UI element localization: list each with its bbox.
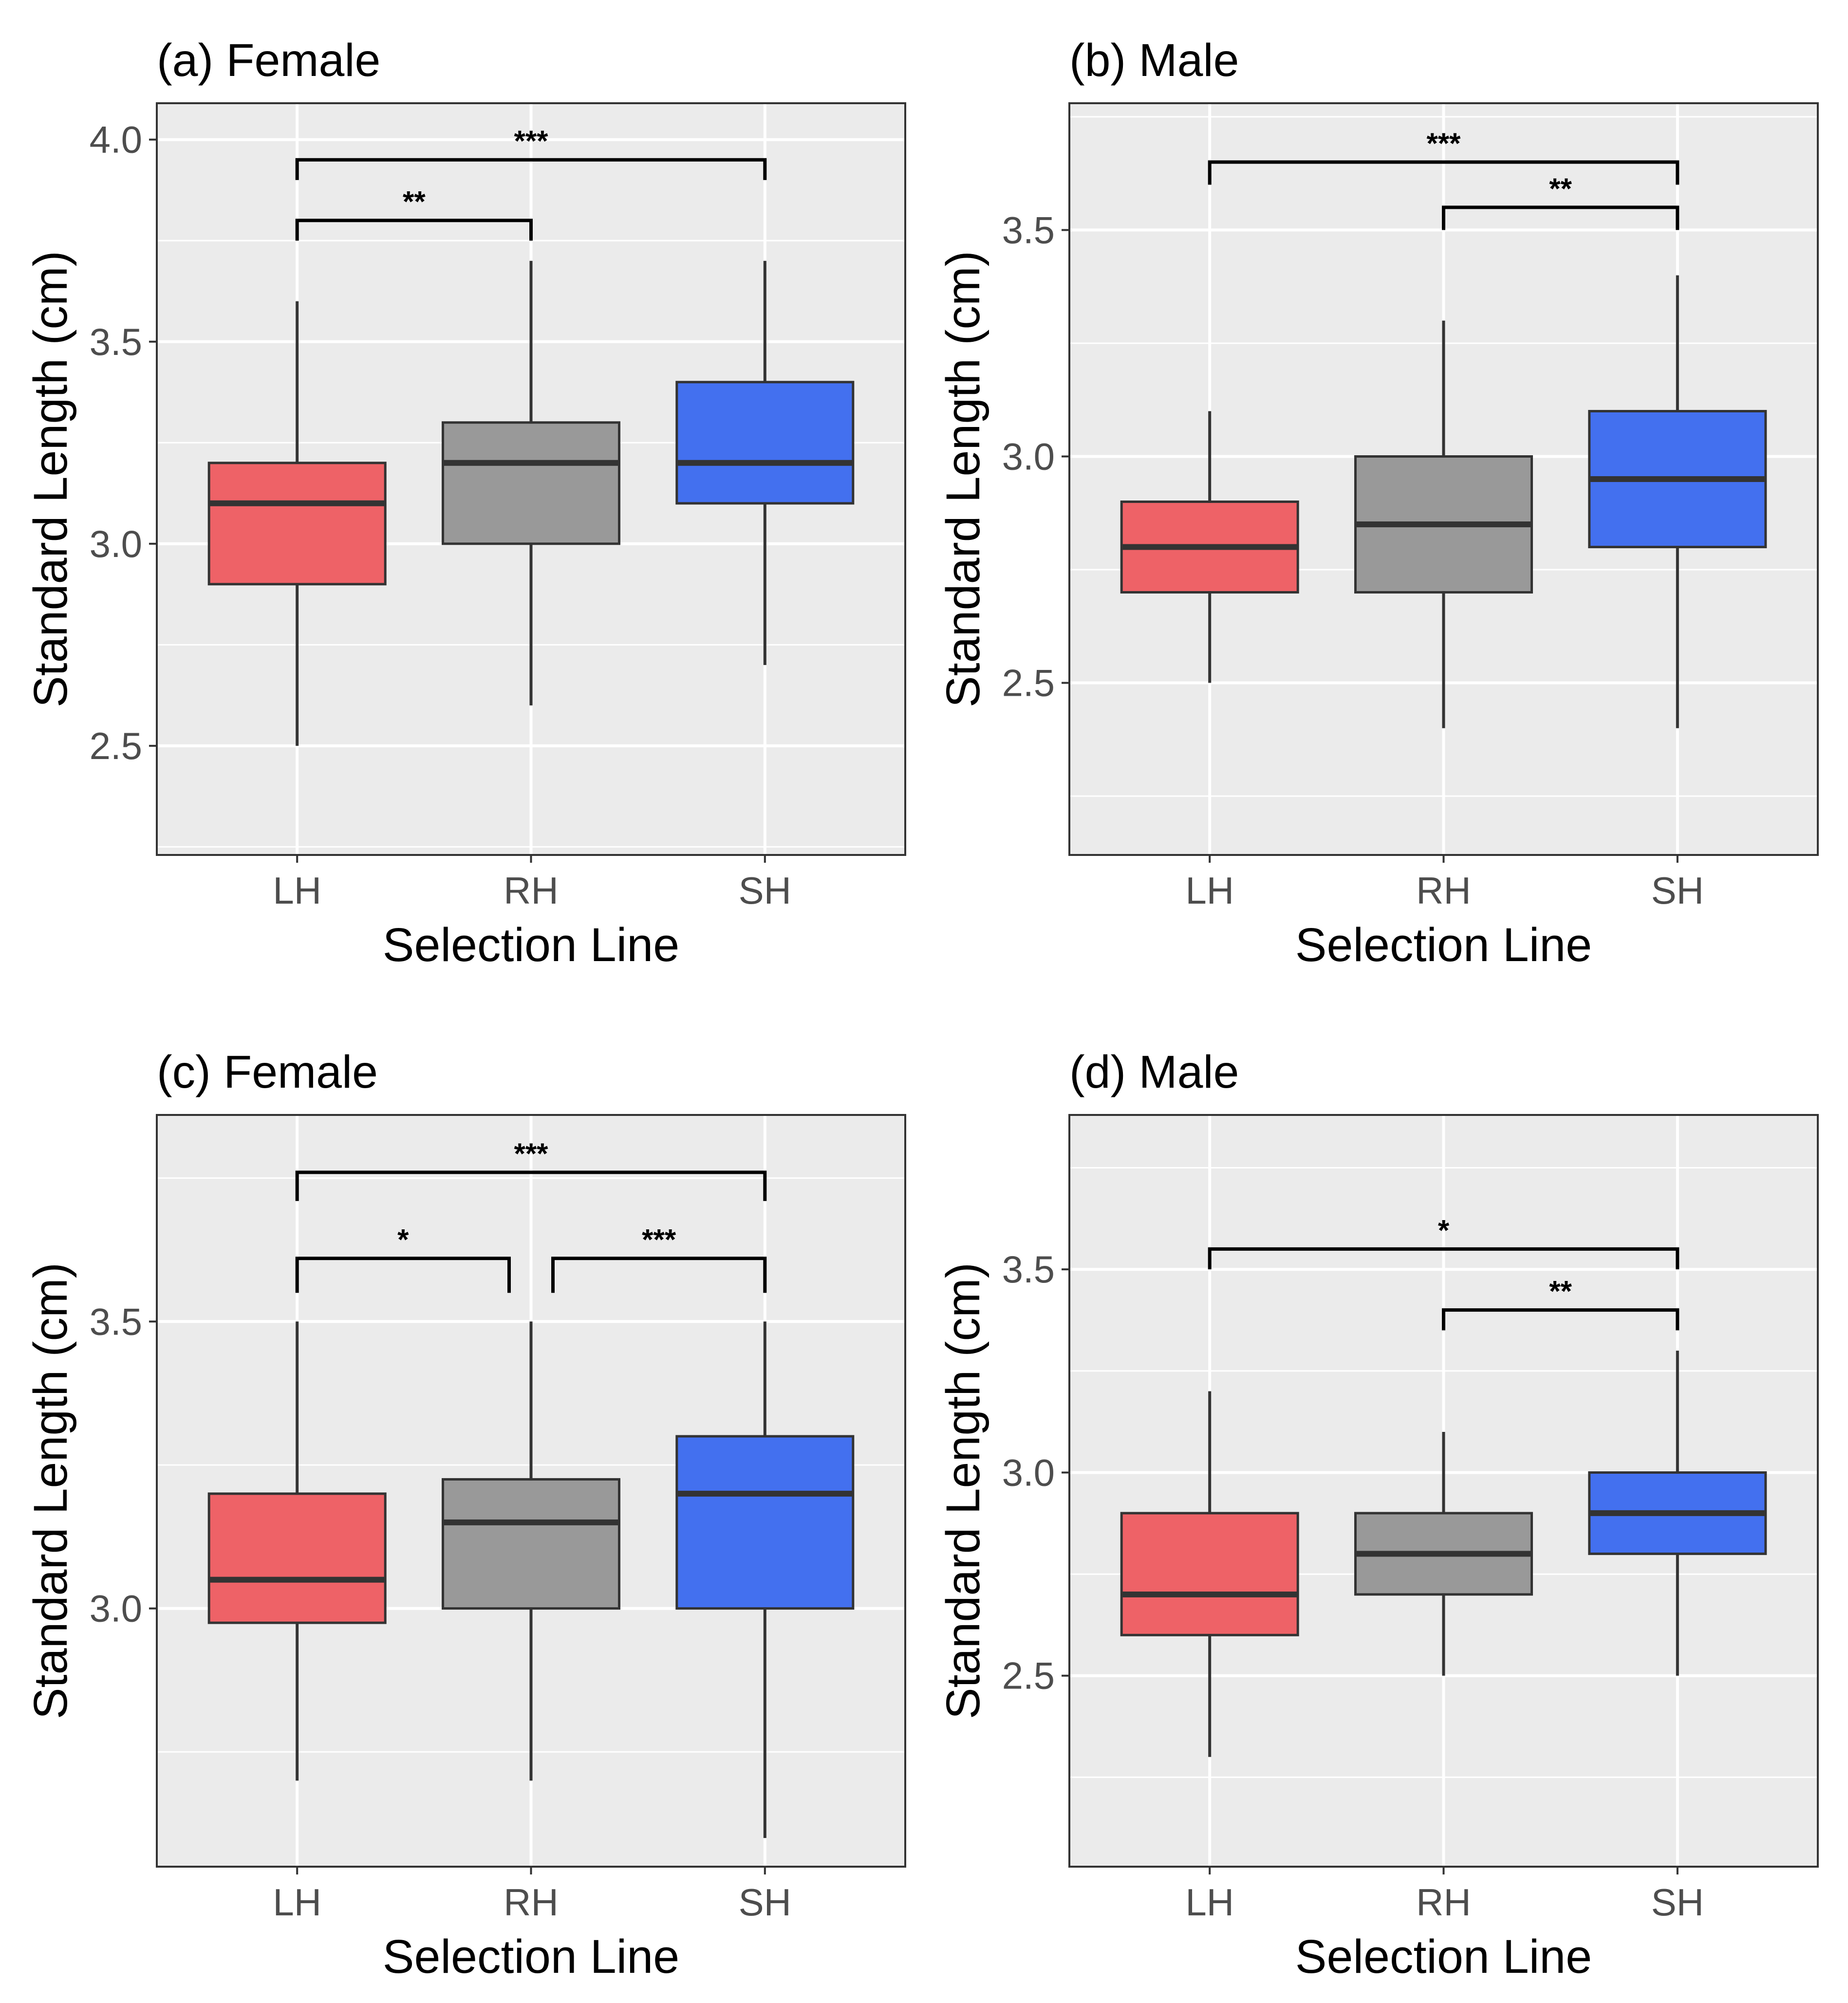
box-iqr bbox=[1120, 1512, 1299, 1636]
box-iqr bbox=[207, 462, 387, 586]
panel-title: (d) Male bbox=[1069, 1046, 1239, 1098]
bracket-line bbox=[1208, 1247, 1680, 1270]
box-lh bbox=[207, 301, 387, 746]
x-axis-label: Selection Line bbox=[1295, 1930, 1592, 1983]
y-tick-label: 2.5 bbox=[1002, 1654, 1055, 1697]
y-tick-label: 3.5 bbox=[1002, 208, 1055, 251]
y-tick-label: 4.0 bbox=[90, 118, 142, 161]
x-axis-label: Selection Line bbox=[383, 1930, 679, 1983]
y-tick-label: 3.0 bbox=[1002, 435, 1055, 478]
x-tick-label-sh: SH bbox=[739, 1881, 791, 1924]
box-sh bbox=[675, 260, 855, 665]
x-axis-label: Selection Line bbox=[1295, 918, 1592, 971]
x-axis-label: Selection Line bbox=[383, 918, 679, 971]
box-iqr bbox=[442, 1478, 620, 1610]
significance-label: *** bbox=[1426, 127, 1461, 160]
y-tick-label: 3.0 bbox=[90, 1587, 142, 1630]
y-axis-label: Standard Length (cm) bbox=[24, 1262, 77, 1719]
y-tick-label: 2.5 bbox=[90, 724, 142, 767]
bracket-line bbox=[295, 1257, 511, 1293]
significance-bracket: *** bbox=[1208, 127, 1680, 185]
significance-label: ** bbox=[1549, 1275, 1572, 1308]
box-iqr bbox=[207, 1492, 387, 1624]
bracket-line bbox=[295, 1170, 767, 1201]
box-lh bbox=[207, 1321, 387, 1781]
y-axis-label: Standard Length (cm) bbox=[936, 251, 989, 707]
significance-label: * bbox=[1438, 1214, 1450, 1246]
significance-bracket: * bbox=[295, 1224, 511, 1293]
x-tick-label-lh: LH bbox=[273, 1881, 321, 1924]
significance-bracket: * bbox=[1208, 1214, 1680, 1270]
y-tick-label: 3.0 bbox=[90, 522, 142, 565]
bracket-line bbox=[295, 219, 533, 241]
y-tick-label: 3.5 bbox=[90, 320, 142, 363]
x-tick-label-sh: SH bbox=[739, 869, 791, 912]
box-rh bbox=[1354, 1431, 1533, 1676]
significance-label: ** bbox=[1549, 172, 1572, 205]
x-tick-label-lh: LH bbox=[273, 869, 321, 912]
bracket-line bbox=[1442, 205, 1680, 230]
box-lh bbox=[1120, 1391, 1299, 1757]
y-tick-label: 3.5 bbox=[90, 1300, 142, 1343]
y-tick-label: 3.0 bbox=[1002, 1451, 1055, 1494]
significance-bracket: ** bbox=[1442, 172, 1680, 230]
y-tick-label: 3.5 bbox=[1002, 1248, 1055, 1291]
bracket-line bbox=[551, 1257, 767, 1293]
bracket-line bbox=[1442, 1308, 1680, 1331]
box-iqr bbox=[675, 381, 855, 505]
box-iqr bbox=[442, 421, 620, 545]
y-axis-label: Standard Length (cm) bbox=[936, 1262, 989, 1719]
box-rh bbox=[1354, 320, 1533, 728]
box-iqr bbox=[675, 1435, 855, 1610]
panel-title: (a) Female bbox=[157, 35, 380, 86]
x-tick-label-rh: RH bbox=[1416, 869, 1471, 912]
significance-label: *** bbox=[514, 125, 548, 157]
box-sh bbox=[1588, 275, 1767, 728]
panel-title: (c) Female bbox=[157, 1046, 378, 1098]
significance-bracket: ** bbox=[295, 185, 533, 241]
significance-label: *** bbox=[514, 1137, 548, 1170]
bracket-line bbox=[295, 158, 767, 180]
box-rh bbox=[442, 1321, 620, 1781]
significance-label: *** bbox=[642, 1224, 676, 1256]
box-sh bbox=[1588, 1351, 1767, 1676]
y-axis-label: Standard Length (cm) bbox=[24, 251, 77, 707]
significance-bracket: *** bbox=[551, 1224, 767, 1293]
x-tick-label-sh: SH bbox=[1651, 1881, 1704, 1924]
x-tick-label-rh: RH bbox=[1416, 1881, 1471, 1924]
y-tick-label: 2.5 bbox=[1002, 662, 1055, 705]
bracket-line bbox=[1208, 160, 1680, 185]
significance-bracket: *** bbox=[295, 1137, 767, 1201]
significance-bracket: *** bbox=[295, 125, 767, 180]
x-tick-label-lh: LH bbox=[1185, 869, 1234, 912]
box-rh bbox=[442, 260, 620, 705]
significance-label: * bbox=[397, 1224, 409, 1256]
significance-bracket: ** bbox=[1442, 1275, 1680, 1331]
significance-label: ** bbox=[403, 185, 426, 218]
box-lh bbox=[1120, 411, 1299, 683]
x-tick-label-sh: SH bbox=[1651, 869, 1704, 912]
box-sh bbox=[675, 1321, 855, 1838]
x-tick-label-rh: RH bbox=[504, 869, 559, 912]
x-tick-label-rh: RH bbox=[504, 1881, 559, 1924]
x-tick-label-lh: LH bbox=[1185, 1881, 1234, 1924]
panel-title: (b) Male bbox=[1069, 35, 1239, 86]
